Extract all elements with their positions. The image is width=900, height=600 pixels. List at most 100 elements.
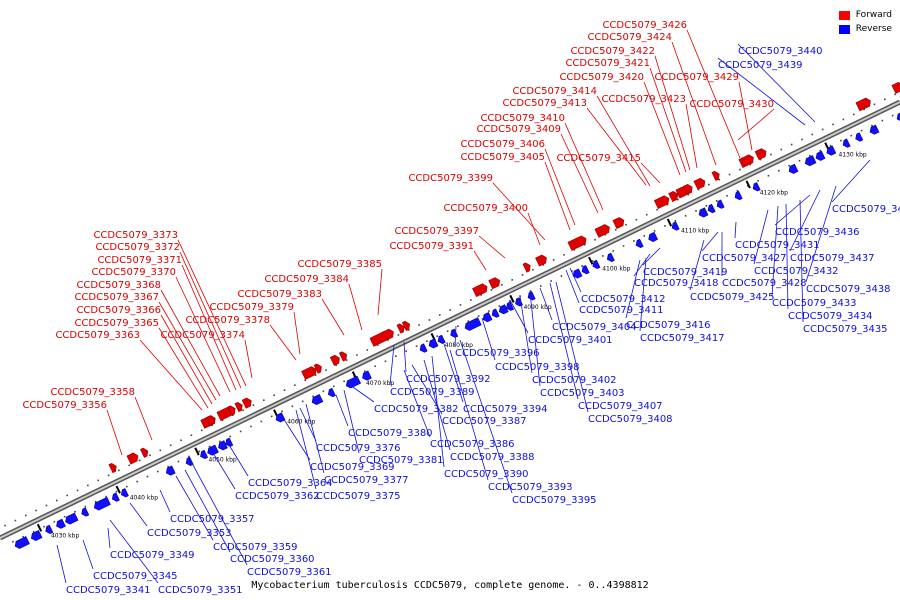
gene-label[interactable]: CCDC5079_3423 <box>601 94 686 105</box>
reverse-gene[interactable] <box>120 488 129 498</box>
gene-label[interactable]: CCDC5079_3359 <box>213 542 298 553</box>
forward-gene[interactable] <box>682 183 693 196</box>
gene-label[interactable]: CCDC5079_3397 <box>394 226 479 237</box>
reverse-gene[interactable] <box>81 507 90 517</box>
forward-gene[interactable] <box>396 323 405 334</box>
gene-label[interactable]: CCDC5079_3437 <box>790 253 875 264</box>
gene-label[interactable]: CCDC5079_3396 <box>455 348 540 359</box>
gene-label[interactable]: CCDC5079_3345 <box>93 571 178 582</box>
gene-label[interactable]: CCDC5079_3360 <box>230 554 315 565</box>
gene-label[interactable]: CCDC5079_3372 <box>95 242 180 253</box>
gene-label[interactable]: CCDC5079_3371 <box>97 255 182 266</box>
gene-label[interactable]: CCDC5079_3413 <box>502 98 587 109</box>
forward-gene[interactable] <box>126 452 139 465</box>
forward-gene[interactable] <box>108 463 117 474</box>
forward-gene[interactable] <box>329 354 340 366</box>
gene-label[interactable]: CCDC5079_3441 <box>832 204 900 215</box>
reverse-gene[interactable] <box>327 387 336 398</box>
forward-gene[interactable] <box>612 217 625 230</box>
reverse-gene[interactable] <box>707 203 716 214</box>
reverse-gene[interactable] <box>506 301 515 311</box>
gene-label[interactable]: CCDC5079_3406 <box>460 139 545 150</box>
reverse-gene[interactable] <box>45 524 54 535</box>
gene-label[interactable]: CCDC5079_3370 <box>91 267 176 278</box>
reverse-gene[interactable] <box>207 444 219 456</box>
gene-label[interactable]: CCDC5079_3392 <box>406 374 491 385</box>
gene-label[interactable]: CCDC5079_3373 <box>93 230 178 241</box>
gene-label[interactable]: CCDC5079_3400 <box>443 203 528 214</box>
gene-label[interactable]: CCDC5079_3426 <box>602 20 687 31</box>
forward-gene[interactable] <box>313 363 322 374</box>
gene-label[interactable]: CCDC5079_3362 <box>235 491 320 502</box>
gene-label[interactable]: CCDC5079_3412 <box>581 294 666 305</box>
gene-label[interactable]: CCDC5079_3398 <box>495 362 580 373</box>
reverse-gene[interactable] <box>855 132 864 142</box>
reverse-gene[interactable] <box>30 530 43 542</box>
gene-label[interactable]: CCDC5079_3369 <box>310 462 395 473</box>
forward-gene[interactable] <box>140 447 149 458</box>
forward-gene[interactable] <box>693 177 706 190</box>
reverse-gene[interactable] <box>428 338 439 349</box>
gene-label[interactable]: CCDC5079_3431 <box>735 240 820 251</box>
reverse-gene[interactable] <box>93 496 111 511</box>
forward-gene[interactable] <box>855 97 871 112</box>
gene-label[interactable]: CCDC5079_3414 <box>512 86 597 97</box>
gene-label[interactable]: CCDC5079_3435 <box>803 324 888 335</box>
reverse-gene[interactable] <box>716 199 725 209</box>
gene-label[interactable]: CCDC5079_3382 <box>374 404 459 415</box>
reverse-gene[interactable] <box>482 312 493 323</box>
gene-label[interactable]: CCDC5079_3424 <box>587 32 672 43</box>
reverse-gene[interactable] <box>698 207 709 218</box>
reverse-gene[interactable] <box>200 449 209 460</box>
reverse-gene[interactable] <box>111 492 120 502</box>
gene-label[interactable]: CCDC5079_3417 <box>640 333 725 344</box>
gene-label[interactable]: CCDC5079_3429 <box>654 72 739 83</box>
gene-label[interactable]: CCDC5079_3408 <box>588 414 673 425</box>
gene-label[interactable]: CCDC5079_3402 <box>532 375 617 386</box>
reverse-gene[interactable] <box>635 238 644 249</box>
reverse-gene[interactable] <box>65 512 79 525</box>
reverse-gene[interactable] <box>345 375 362 389</box>
gene-label[interactable]: CCDC5079_3389 <box>390 387 475 398</box>
gene-label[interactable]: CCDC5079_3365 <box>74 318 159 329</box>
reverse-gene[interactable] <box>606 252 615 262</box>
gene-label[interactable]: CCDC5079_3361 <box>247 567 332 578</box>
gene-label[interactable]: CCDC5079_3393 <box>488 482 573 493</box>
forward-gene[interactable] <box>301 366 317 380</box>
gene-label[interactable]: CCDC5079_3368 <box>76 280 161 291</box>
gene-label[interactable]: CCDC5079_3394 <box>463 404 548 415</box>
reverse-gene[interactable] <box>734 190 743 201</box>
gene-label[interactable]: CCDC5079_3422 <box>570 46 655 57</box>
gene-label[interactable]: CCDC5079_3439 <box>718 60 803 71</box>
forward-gene[interactable] <box>205 415 214 427</box>
forward-gene[interactable] <box>241 397 252 409</box>
gene-label[interactable]: CCDC5079_3384 <box>264 274 349 285</box>
gene-label[interactable]: CCDC5079_3407 <box>578 401 663 412</box>
gene-label[interactable]: CCDC5079_3391 <box>389 241 474 252</box>
forward-gene[interactable] <box>382 328 394 341</box>
gene-label[interactable]: CCDC5079_3353 <box>147 528 232 539</box>
gene-label[interactable]: CCDC5079_3404 <box>552 322 637 333</box>
forward-gene[interactable] <box>711 170 720 182</box>
reverse-gene[interactable] <box>572 268 583 279</box>
reverse-gene[interactable] <box>362 370 372 381</box>
forward-gene[interactable] <box>668 190 679 202</box>
forward-gene[interactable] <box>754 148 767 161</box>
forward-gene[interactable] <box>488 277 500 290</box>
reverse-gene[interactable] <box>311 394 324 405</box>
reverse-gene[interactable] <box>464 317 482 331</box>
gene-label[interactable]: CCDC5079_3341 <box>66 585 151 596</box>
gene-label[interactable]: CCDC5079_3409 <box>476 124 561 135</box>
gene-label[interactable]: CCDC5079_3421 <box>565 58 650 69</box>
reverse-gene[interactable] <box>491 308 500 318</box>
forward-gene[interactable] <box>653 195 670 209</box>
gene-label[interactable]: CCDC5079_3375 <box>316 491 401 502</box>
gene-label[interactable]: CCDC5079_3418 <box>634 278 719 289</box>
gene-label[interactable]: CCDC5079_3432 <box>754 266 839 277</box>
reverse-gene[interactable] <box>165 465 176 476</box>
gene-label[interactable]: CCDC5079_3428 <box>722 278 807 289</box>
reverse-gene[interactable] <box>896 112 900 122</box>
reverse-gene[interactable] <box>56 518 66 529</box>
reverse-gene[interactable] <box>275 412 286 423</box>
reverse-gene[interactable] <box>815 150 826 161</box>
